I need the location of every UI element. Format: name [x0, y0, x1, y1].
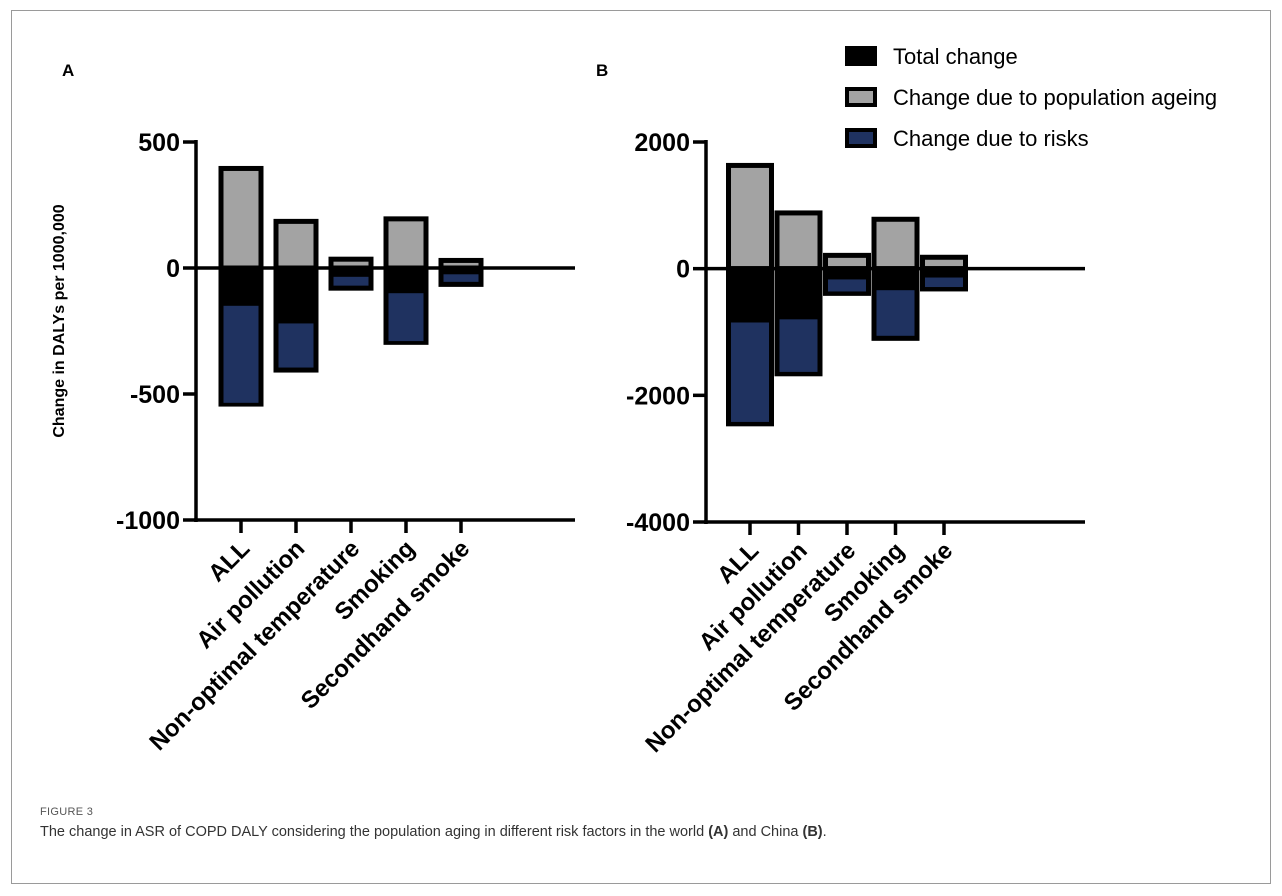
caption-part-1: The change in ASR of COPD DALY consideri…: [40, 824, 709, 840]
figure-label: FIGURE 3: [40, 806, 94, 818]
panel-a: A Change in DALYs per 1000,000 500 0 -500 -1…: [51, 61, 575, 756]
legend-swatch-1: [845, 87, 877, 107]
y-tick-label-3: -4000: [626, 509, 690, 537]
caption-ref-a: (A): [708, 824, 729, 840]
y-tick-label-2: -500: [130, 381, 180, 409]
legend-label-0: Total change: [893, 44, 1018, 69]
caption-part-3: .: [822, 824, 827, 840]
bar-risks-0: [731, 322, 769, 422]
bar-risks-3: [876, 290, 915, 336]
legend: Total change Change due to population age…: [845, 44, 1217, 151]
caption-part-2: and China: [728, 824, 803, 840]
bar-ageing-1: [273, 218, 319, 271]
x-tick-label-2: Non-optimal temperature: [144, 535, 365, 756]
panel-label-b: B: [596, 61, 608, 80]
bar-risks-4: [925, 277, 963, 288]
bar-risks-1: [779, 319, 818, 372]
y-axis-label: Change in DALYs per 1000,000: [51, 204, 68, 437]
y-tick-label-2: -2000: [626, 382, 690, 410]
y-tick-label-0: 500: [138, 129, 180, 157]
bar-risks-1: [278, 323, 314, 368]
y-tick-label-3: -1000: [116, 507, 180, 535]
legend-swatch-2: [845, 128, 877, 148]
bar-ageing-0: [218, 165, 264, 271]
bar-risks-2: [828, 279, 866, 292]
bar-ageing-0: [726, 162, 774, 272]
legend-swatch-0: [845, 46, 877, 66]
bar-ageing-1: [774, 210, 823, 272]
panel-label-a: A: [62, 61, 74, 80]
bar-risks-4: [443, 274, 479, 282]
figure-frame: [11, 10, 1271, 884]
figure-caption: The change in ASR of COPD DALY consideri…: [40, 824, 827, 840]
bar-risks-3: [388, 293, 424, 342]
legend-label-2: Change due to risks: [893, 126, 1089, 151]
y-tick-label-1: 0: [676, 256, 690, 284]
y-tick-label-1: 0: [166, 255, 180, 283]
bar-ageing-3: [871, 216, 920, 272]
y-tick-label-0: 2000: [634, 129, 690, 157]
bar-risks-0: [223, 305, 259, 403]
bar-ageing-3: [383, 216, 429, 271]
caption-ref-b: (B): [802, 824, 823, 840]
legend-label-1: Change due to population ageing: [893, 85, 1217, 110]
bar-risks-2: [333, 276, 369, 286]
